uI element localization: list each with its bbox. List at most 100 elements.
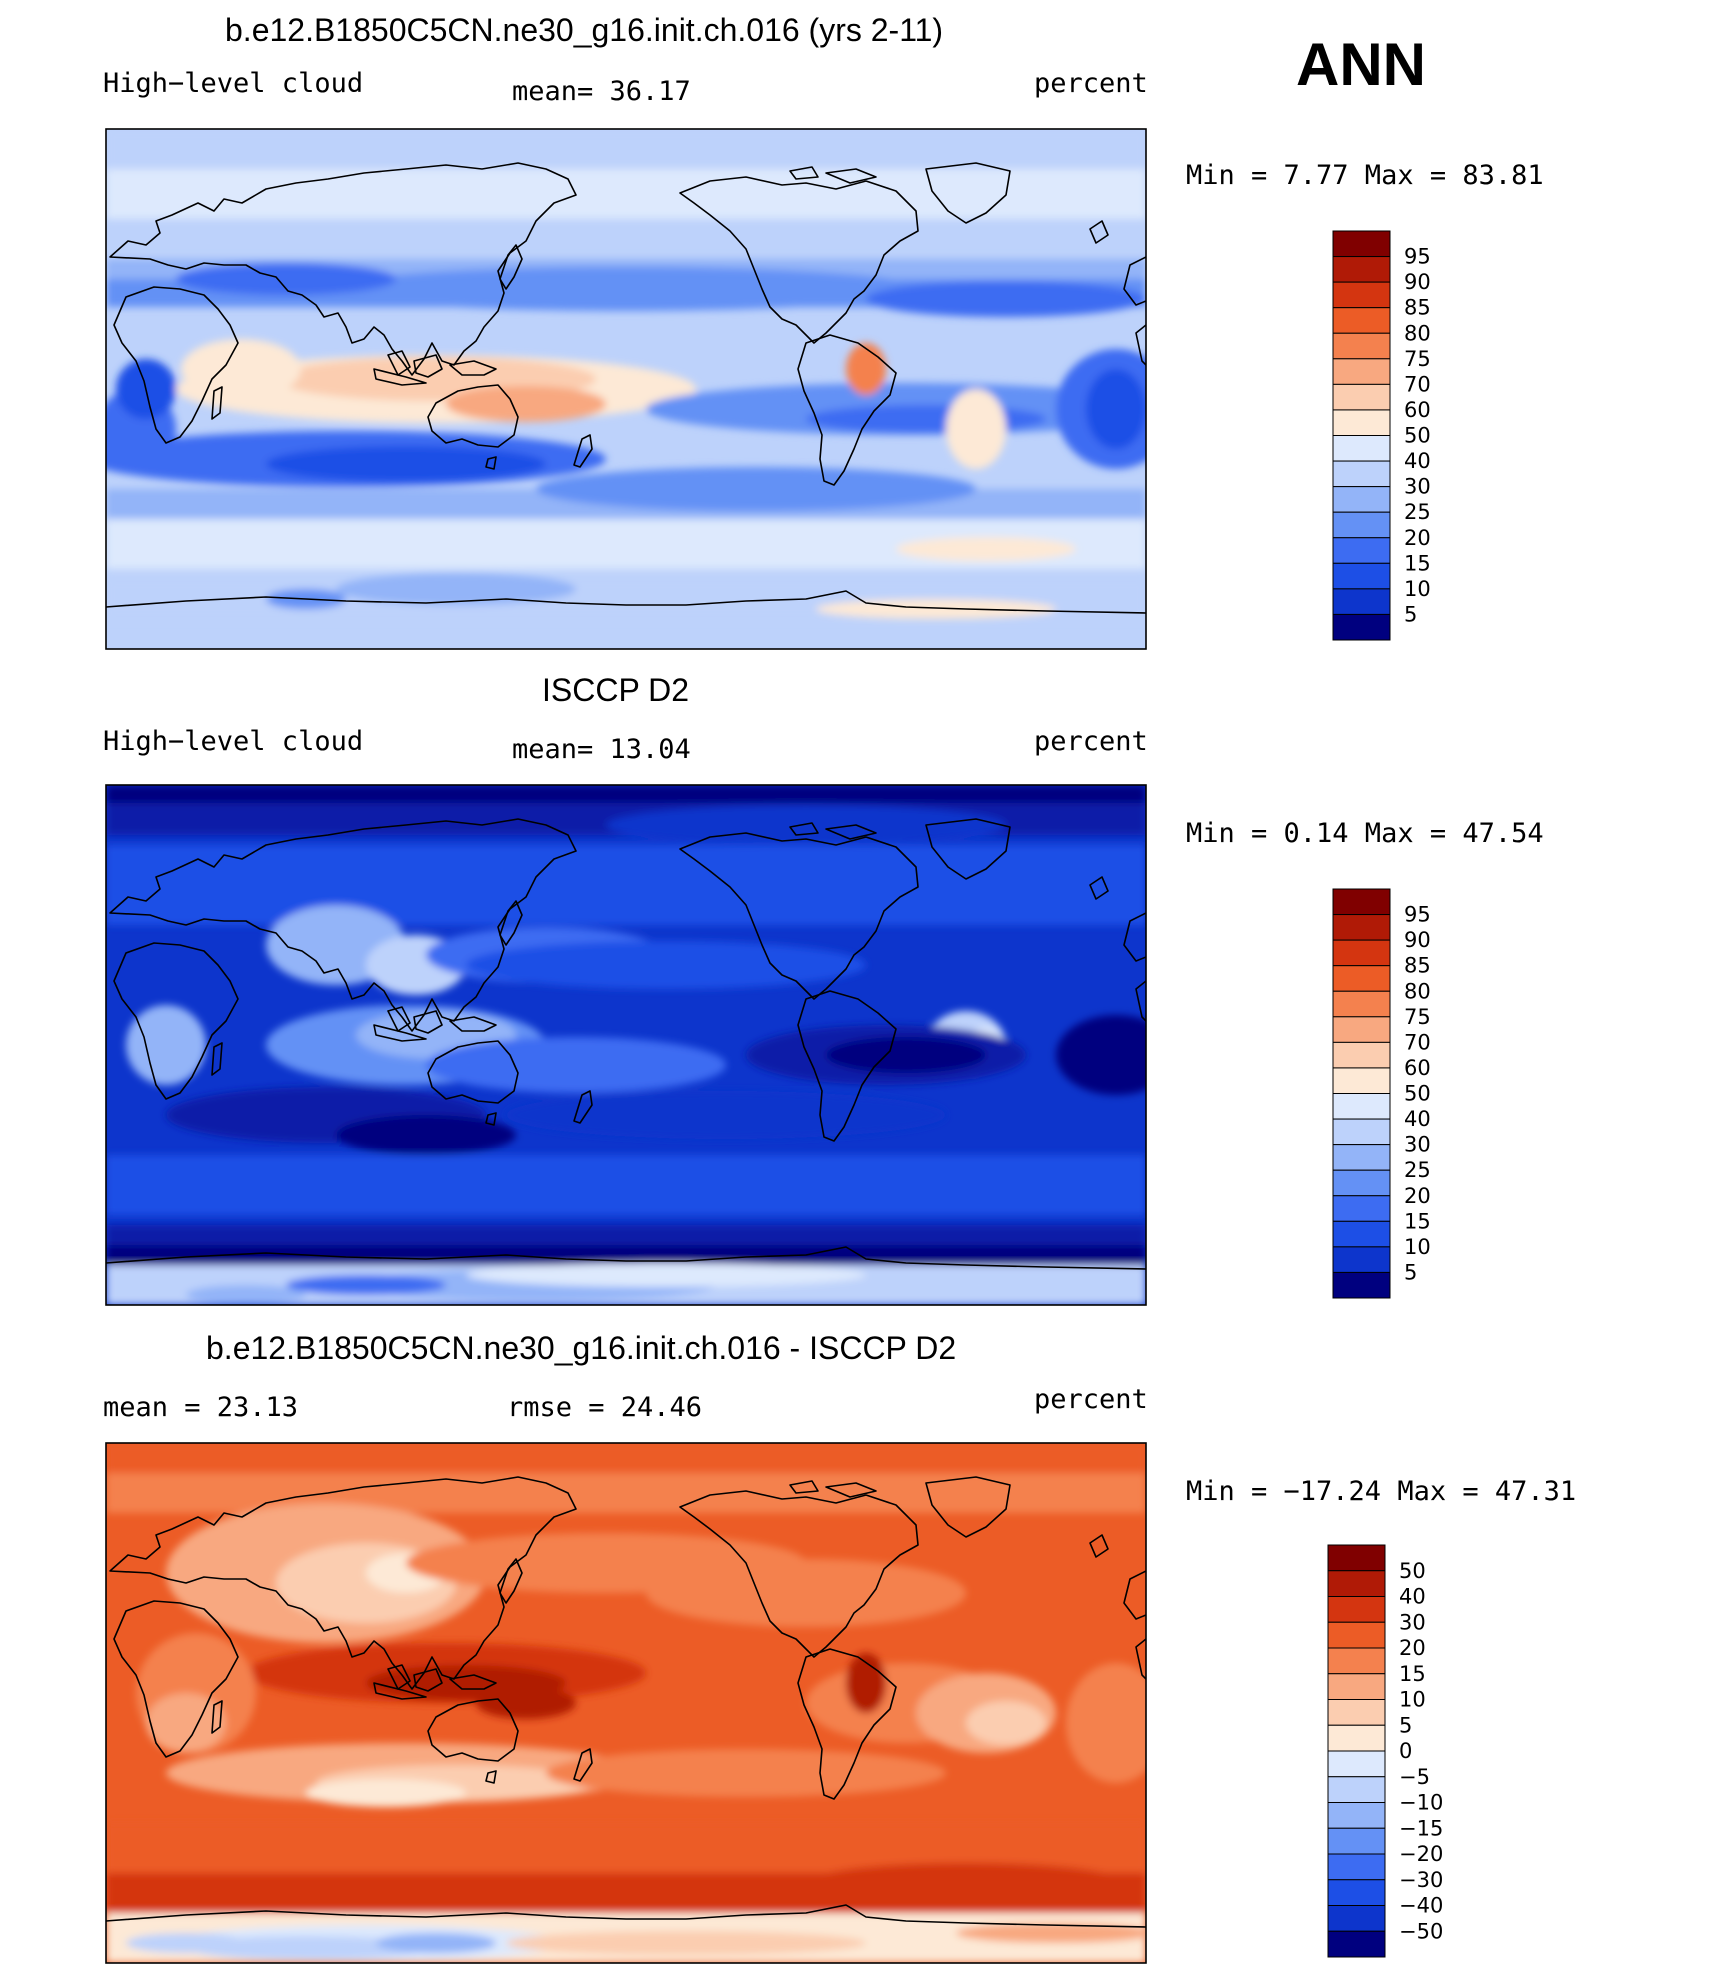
colorbar-tick-label: 5 — [1404, 602, 1417, 626]
colorbar-swatch — [1327, 1647, 1386, 1675]
colorbar-swatch — [1327, 1544, 1386, 1572]
variable-label-model: High−level cloud — [103, 68, 364, 99]
mean-label-obs: mean= 13.04 — [512, 734, 691, 765]
colorbar-tick-label: 40 — [1404, 1107, 1431, 1131]
colorbar-swatch — [1332, 435, 1391, 462]
contour-region — [956, 1923, 1146, 1943]
colorbar-swatch — [1332, 281, 1391, 309]
colorbar-tick-label: −40 — [1399, 1894, 1443, 1918]
colorbar-swatch — [1332, 588, 1391, 615]
colorbar-tick-label: −20 — [1399, 1842, 1443, 1866]
colorbar-tick-label: 50 — [1399, 1559, 1426, 1583]
colorbar-swatch — [1332, 1271, 1391, 1299]
colorbar-tick-label: 10 — [1399, 1688, 1426, 1712]
colorbar-swatch — [1332, 965, 1391, 992]
colorbar-swatch — [1332, 1041, 1391, 1069]
colorbar-swatch — [1332, 1169, 1391, 1197]
contour-region — [536, 467, 976, 511]
season-label: ANN — [1296, 31, 1426, 98]
contour-band — [106, 1245, 1146, 1265]
colorbar-swatch — [1332, 1195, 1391, 1222]
contour-band — [106, 845, 1146, 925]
colorbar-tick-label: 90 — [1404, 928, 1431, 952]
colorbar-tick-label: 95 — [1404, 245, 1431, 269]
colorbar-swatch — [1332, 307, 1391, 334]
colorbar-tick-label: 85 — [1404, 296, 1431, 320]
map-model — [105, 128, 1147, 650]
colorbar-swatch — [1327, 1724, 1386, 1752]
colorbar-swatch — [1332, 562, 1391, 590]
contour-region — [186, 1285, 306, 1305]
colorbar-tick-label: 15 — [1404, 1209, 1431, 1233]
contour-band — [106, 1155, 1146, 1215]
colorbar-tick-label: 5 — [1404, 1260, 1417, 1284]
minmax-label-model: Min = 7.77 Max = 83.81 — [1186, 160, 1544, 191]
colorbar-tick-label: −5 — [1399, 1765, 1430, 1789]
colorbar-swatch — [1327, 1596, 1386, 1623]
colorbar-tick-label: 25 — [1404, 1158, 1431, 1182]
colorbar-tick-label: 95 — [1404, 903, 1431, 927]
contour-region — [466, 941, 866, 989]
colorbar-swatch — [1327, 1750, 1386, 1778]
colorbar-tick-label: 20 — [1404, 526, 1431, 550]
contour-region — [446, 386, 606, 422]
units-label-diff: percent — [1034, 1384, 1148, 1415]
colorbar-tick-label: 70 — [1404, 372, 1431, 396]
contour-region — [1066, 1663, 1146, 1783]
panel-title-obs: ISCCP D2 — [542, 672, 690, 708]
colorbar-swatch — [1327, 1853, 1386, 1881]
contour-region — [806, 1863, 1126, 1903]
colorbar-swatch — [1332, 1093, 1391, 1120]
contour-region — [266, 446, 546, 482]
units-label-model: percent — [1034, 68, 1148, 99]
mean-label-model: mean= 36.17 — [512, 76, 691, 107]
colorbar-swatch — [1327, 1930, 1386, 1958]
colorbar-tick-label: 5 — [1399, 1713, 1412, 1737]
colorbar-tick-label: 50 — [1404, 424, 1431, 448]
map-frame — [105, 128, 1147, 650]
contour-region — [546, 1749, 946, 1797]
contour-region — [376, 1933, 496, 1953]
colorbar-swatch — [1327, 1699, 1386, 1726]
colorbar-swatch — [1332, 1118, 1391, 1146]
colorbar-tick-label: 40 — [1399, 1585, 1426, 1609]
contour-region — [1086, 369, 1146, 449]
colorbar-swatch — [1327, 1827, 1386, 1855]
rmse-label-diff: rmse = 24.46 — [507, 1392, 703, 1423]
contour-region — [126, 1005, 206, 1085]
contour-region — [646, 1559, 966, 1627]
minmax-label-diff: Min = −17.24 Max = 47.31 — [1186, 1476, 1577, 1507]
colorbar-swatch — [1332, 358, 1391, 385]
colorbar-swatch — [1332, 383, 1391, 411]
colorbar-tick-label: 25 — [1404, 500, 1431, 524]
colorbar-swatch — [1332, 230, 1391, 258]
map-obs — [105, 784, 1147, 1306]
contour-region — [506, 1091, 946, 1139]
colorbar-swatch — [1327, 1905, 1386, 1932]
contour-region — [846, 343, 886, 395]
colorbar-tick-label: 80 — [1404, 979, 1431, 1003]
contour-region — [806, 405, 1046, 433]
contour-region — [816, 599, 1056, 619]
contour-region — [896, 537, 1076, 561]
colorbar-tick-label: 20 — [1399, 1636, 1426, 1660]
contour-band — [106, 1473, 1146, 1513]
colorbar-swatch — [1332, 537, 1391, 564]
colorbar-swatch — [1332, 914, 1391, 941]
colorbar-tick-label: 15 — [1399, 1662, 1426, 1686]
colorbar-tick-label: 50 — [1404, 1082, 1431, 1106]
contour-region — [336, 1115, 516, 1155]
contour-region — [826, 1037, 986, 1073]
contour-region — [326, 267, 926, 311]
colorbar-swatch — [1332, 460, 1391, 488]
colorbar-tick-label: 60 — [1404, 1056, 1431, 1080]
colorbar-swatch — [1332, 511, 1391, 539]
colorbar-tick-label: 10 — [1404, 577, 1431, 601]
map-frame — [105, 1442, 1147, 1964]
colorbar-tick-label: 75 — [1404, 1005, 1431, 1029]
colorbar-tick-label: 15 — [1404, 551, 1431, 575]
